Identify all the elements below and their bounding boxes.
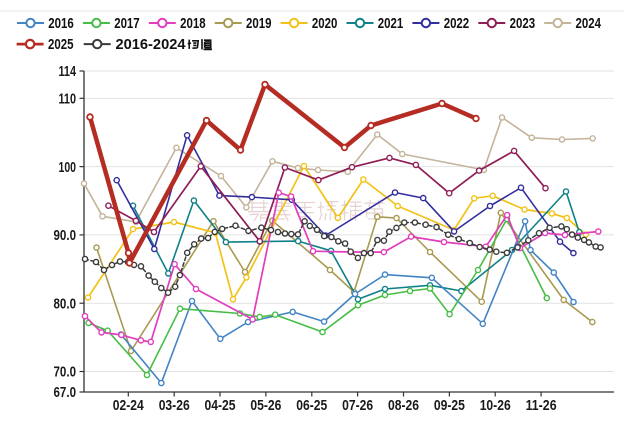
svg-text:07-26: 07-26 xyxy=(342,398,373,414)
svg-text:2019: 2019 xyxy=(246,16,272,32)
svg-text:05-26: 05-26 xyxy=(250,398,281,414)
svg-text:2022: 2022 xyxy=(444,16,470,32)
svg-text:2018: 2018 xyxy=(180,16,206,32)
svg-text:2025: 2025 xyxy=(48,37,74,53)
svg-text:04-25: 04-25 xyxy=(205,398,236,414)
svg-text:2021: 2021 xyxy=(378,16,404,32)
svg-text:67.0: 67.0 xyxy=(54,385,77,401)
svg-text:06-25: 06-25 xyxy=(296,398,327,414)
svg-text:2016: 2016 xyxy=(48,16,74,32)
svg-text:03-26: 03-26 xyxy=(159,398,190,414)
svg-text:09-25: 09-25 xyxy=(434,398,465,414)
svg-text:08-26: 08-26 xyxy=(388,398,419,414)
svg-text:114: 114 xyxy=(59,64,77,80)
svg-text:100: 100 xyxy=(59,160,77,176)
svg-text:2020: 2020 xyxy=(312,16,338,32)
svg-text:2023: 2023 xyxy=(510,16,535,32)
svg-text:2024: 2024 xyxy=(576,16,602,32)
svg-text:02-24: 02-24 xyxy=(113,398,144,414)
svg-text:90.0: 90.0 xyxy=(54,228,77,244)
svg-text:2017: 2017 xyxy=(114,16,140,32)
svg-text:110: 110 xyxy=(59,92,77,108)
svg-text:11-26: 11-26 xyxy=(526,398,557,414)
svg-text:70.0: 70.0 xyxy=(54,365,77,381)
svg-text:10-26: 10-26 xyxy=(480,398,511,414)
svg-text:2016-2024: 2016-2024 xyxy=(116,37,186,53)
svg-text:80.0: 80.0 xyxy=(54,296,77,312)
